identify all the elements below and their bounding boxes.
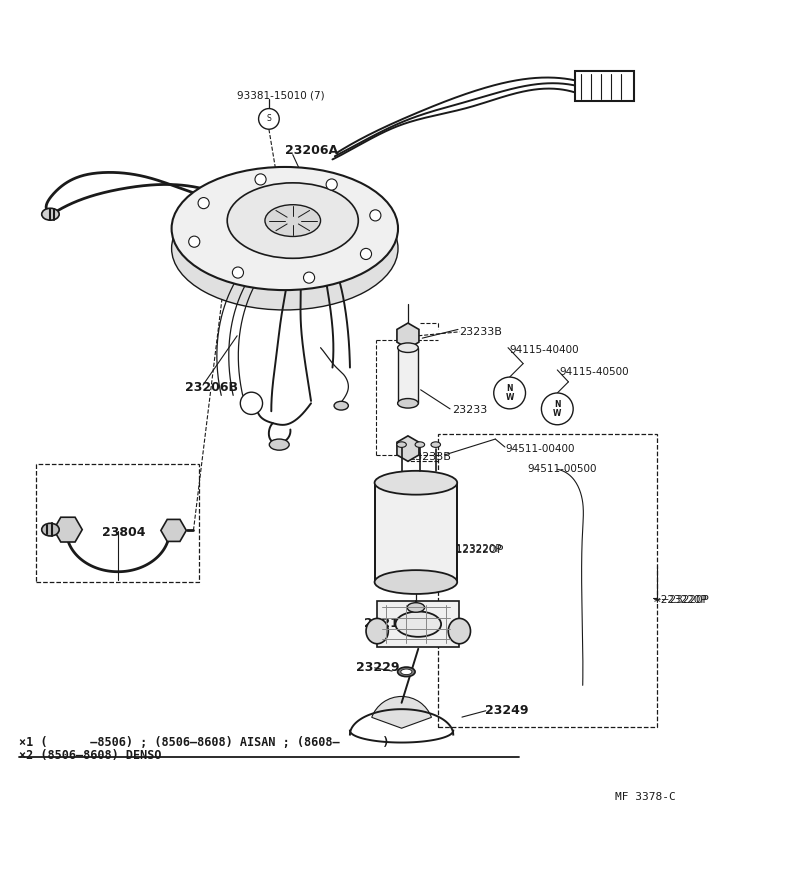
Circle shape [303,272,314,283]
Ellipse shape [431,442,441,447]
Text: 23249: 23249 [485,704,529,717]
Text: 23206A: 23206A [285,144,338,157]
Text: 23233: 23233 [452,405,487,415]
Ellipse shape [334,401,348,410]
Text: 94115-40500: 94115-40500 [559,367,629,377]
Text: N: N [506,384,513,392]
Text: 94511-00500: 94511-00500 [527,464,597,474]
Text: 23206B: 23206B [186,381,238,394]
Text: ∗123220P: ∗123220P [448,544,502,553]
Circle shape [189,236,200,248]
Bar [377,601,459,647]
Ellipse shape [374,570,458,594]
Text: 23804: 23804 [102,527,146,539]
Ellipse shape [42,208,59,220]
Ellipse shape [397,442,406,447]
Ellipse shape [398,399,418,408]
Ellipse shape [227,183,358,258]
Bar [438,434,657,727]
Circle shape [232,267,243,278]
Bar [374,483,458,582]
Ellipse shape [374,471,458,494]
Text: 23233B: 23233B [408,451,451,461]
Text: 23233B: 23233B [459,327,502,337]
Circle shape [361,249,371,259]
Circle shape [240,392,262,415]
Text: 94115-40400: 94115-40400 [510,345,579,355]
Circle shape [258,108,279,130]
Text: 93381-15010 (7): 93381-15010 (7) [237,91,325,101]
Ellipse shape [415,442,425,447]
Circle shape [542,393,573,425]
Ellipse shape [171,167,398,290]
Text: W: W [506,393,514,402]
Ellipse shape [171,187,398,310]
Circle shape [198,198,209,208]
Bar [398,348,418,403]
Ellipse shape [398,343,418,352]
Text: W: W [553,409,562,418]
Text: N: N [554,400,561,409]
Text: −12322OP: −12322OP [448,545,504,555]
Ellipse shape [42,523,59,536]
Circle shape [255,173,266,185]
Text: ∗223220P: ∗223220P [653,595,707,604]
Text: S: S [266,114,271,123]
Ellipse shape [407,603,425,612]
Wedge shape [372,696,431,729]
Ellipse shape [270,439,289,451]
Ellipse shape [366,619,388,644]
Text: ×2 (8506–8608) DENSO: ×2 (8506–8608) DENSO [18,749,161,762]
Ellipse shape [401,669,412,675]
Bar [36,465,199,582]
Circle shape [370,210,381,221]
Circle shape [494,377,526,409]
Bar [574,72,634,101]
Text: −−23220P: −−23220P [653,595,710,604]
Text: 23229: 23229 [356,662,400,674]
Text: 23217A: 23217A [364,617,418,630]
Ellipse shape [265,205,321,237]
Ellipse shape [398,667,415,677]
Ellipse shape [448,619,470,644]
Text: ×1 (      –8506) ; (8506–8608) AISAN ; (8608–      ): ×1 ( –8506) ; (8506–8608) AISAN ; (8608–… [18,736,389,749]
Ellipse shape [395,611,441,637]
Text: MF 3378-C: MF 3378-C [614,791,675,802]
Text: 94511-00400: 94511-00400 [506,443,575,453]
Circle shape [326,179,338,190]
